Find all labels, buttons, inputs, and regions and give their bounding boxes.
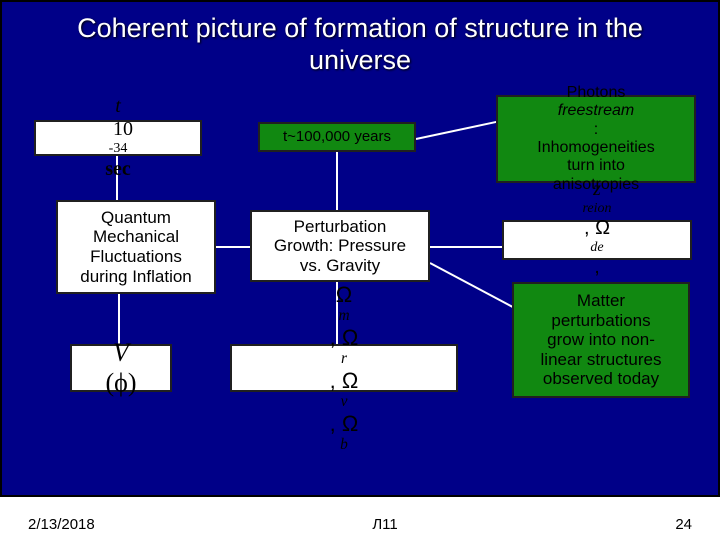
- connector: [216, 246, 250, 248]
- connector: [416, 121, 497, 140]
- box-qmf: QuantumMechanicalFluctuationsduring Infl…: [56, 200, 216, 294]
- box-t-recomb: t~100,000 years: [258, 122, 416, 152]
- box-matter-pert: Matterperturbationsgrow into non-linear …: [512, 282, 690, 398]
- footer-center: Л11: [372, 516, 397, 533]
- connector: [336, 152, 338, 210]
- footer-page: 24: [675, 516, 692, 533]
- connector: [430, 262, 516, 309]
- footer: 2/13/2018 Л11 24: [0, 510, 720, 538]
- connector: [118, 294, 120, 344]
- footer-date: 2/13/2018: [28, 516, 95, 533]
- connector: [430, 246, 502, 248]
- box-photons: Photons freestream:Inhomogeneitiesturn i…: [496, 95, 696, 183]
- slide-area: Coherent picture of formation of structu…: [0, 0, 720, 497]
- slide-title: Coherent picture of formation of structu…: [2, 2, 718, 81]
- box-t-inflation: t 10-34 sec: [34, 120, 202, 156]
- box-omegas: Ωm , Ωr , Ων , Ωb: [230, 344, 458, 392]
- box-z-reion: zreion , Ωde , w: [502, 220, 692, 260]
- box-vphi: V (ϕ): [70, 344, 172, 392]
- box-pert: PerturbationGrowth: Pressurevs. Gravity: [250, 210, 430, 282]
